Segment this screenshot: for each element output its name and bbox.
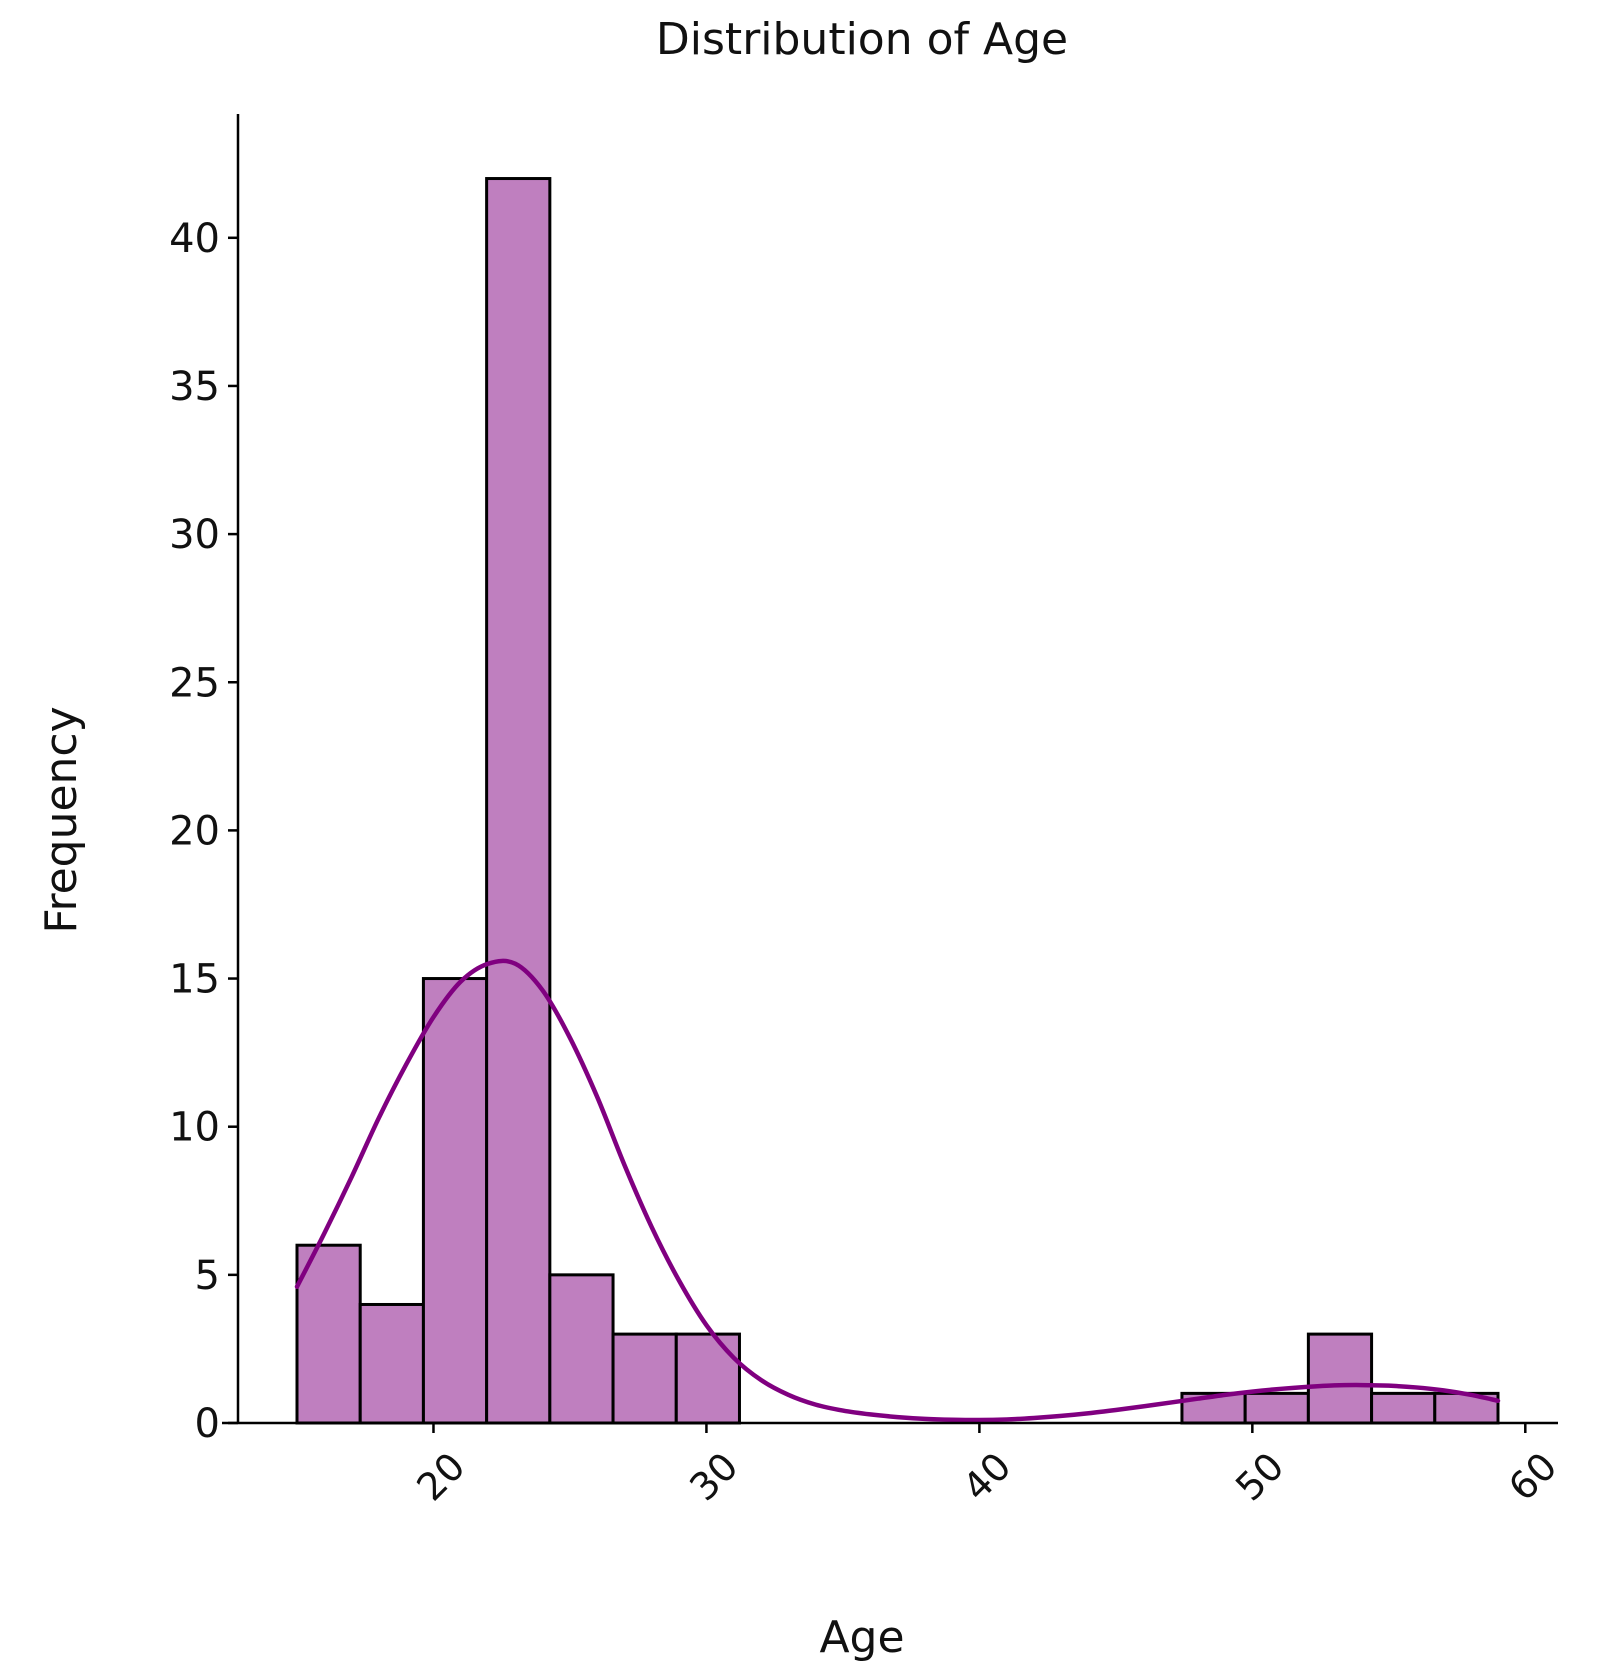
x-tick-label: 60 [1500, 1444, 1565, 1509]
y-tick-label: 5 [195, 1253, 220, 1299]
y-tick-label: 35 [169, 364, 220, 410]
histogram-bars [295, 177, 1500, 1425]
y-tick-label: 40 [169, 216, 220, 262]
y-tick-label: 30 [169, 512, 220, 558]
histogram-bar [358, 1302, 425, 1425]
kde-curve-group [294, 958, 1501, 1423]
x-tick-label: 50 [1227, 1444, 1292, 1509]
y-tick-label: 20 [169, 808, 220, 854]
kde-line [294, 958, 1501, 1423]
histogram-bar [295, 1243, 362, 1425]
histogram-bar [1243, 1391, 1310, 1425]
histogram-bar [674, 1332, 741, 1425]
x-axis-ticks: 20 30 40 50 60 [408, 1423, 1565, 1509]
y-axis-label: Frequency [36, 706, 87, 933]
histogram-bar [1370, 1391, 1437, 1425]
y-axis-ticks: 0 5 10 15 20 25 30 35 40 [169, 216, 238, 1447]
x-tick-label: 40 [954, 1444, 1019, 1509]
y-tick-label: 15 [169, 957, 220, 1003]
histogram-bar [421, 977, 489, 1425]
histogram-bar [1306, 1332, 1374, 1425]
histogram-bar [548, 1273, 615, 1425]
x-axis-label: Age [819, 1612, 904, 1663]
y-tick-label: 10 [169, 1105, 220, 1151]
axes [222, 114, 1558, 1425]
histogram-bar [611, 1332, 678, 1425]
y-tick-label: 0 [195, 1401, 220, 1447]
chart-title: Distribution of Age [656, 14, 1068, 65]
y-tick-label: 25 [169, 660, 220, 706]
x-tick-label: 30 [681, 1444, 746, 1509]
x-tick-label: 20 [408, 1444, 473, 1509]
histogram-bar [485, 177, 552, 1425]
